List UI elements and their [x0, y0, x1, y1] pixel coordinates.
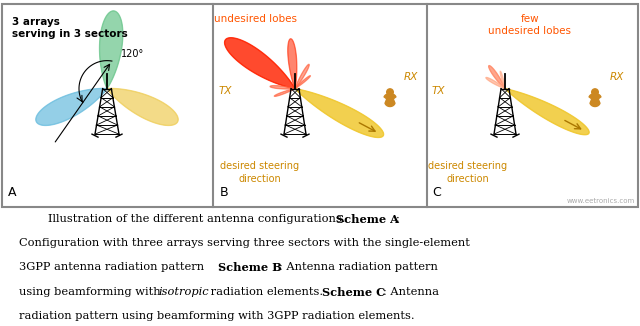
Bar	[2, 4, 213, 207]
Text: B: B	[220, 185, 228, 199]
Text: Configuration with three arrays serving three sectors with the single-element: Configuration with three arrays serving …	[19, 238, 470, 248]
Text: RX: RX	[610, 72, 625, 82]
Circle shape	[591, 88, 599, 96]
Text: TX: TX	[431, 86, 445, 96]
Polygon shape	[107, 88, 178, 126]
Text: Scheme B: Scheme B	[218, 262, 282, 273]
Bar	[213, 4, 427, 207]
Text: using beamforming with: using beamforming with	[19, 287, 164, 297]
Text: desired steering
direction: desired steering direction	[220, 161, 300, 184]
Polygon shape	[500, 71, 505, 89]
Text: Scheme C: Scheme C	[322, 287, 385, 298]
Text: :: :	[396, 214, 400, 224]
Text: radiation elements.: radiation elements.	[207, 287, 327, 297]
Polygon shape	[288, 39, 297, 89]
Polygon shape	[489, 66, 505, 89]
Text: 3GPP antenna radiation pattern    .: 3GPP antenna radiation pattern .	[19, 262, 226, 272]
Text: undesired lobes: undesired lobes	[214, 14, 296, 23]
Circle shape	[386, 88, 394, 96]
Text: 120°: 120°	[121, 49, 144, 59]
Polygon shape	[100, 11, 123, 89]
Polygon shape	[486, 78, 505, 89]
Text: Scheme A: Scheme A	[336, 214, 399, 225]
Polygon shape	[295, 64, 309, 89]
Text: www.eetronics.com: www.eetronics.com	[567, 198, 635, 204]
Polygon shape	[384, 94, 396, 104]
Text: Illustration of the different antenna configurations.: Illustration of the different antenna co…	[19, 214, 349, 224]
Text: A: A	[8, 185, 17, 199]
Text: few
undesired lobes: few undesired lobes	[488, 14, 572, 36]
Polygon shape	[589, 94, 601, 104]
Text: radiation pattern using beamforming with 3GPP radiation elements.: radiation pattern using beamforming with…	[19, 311, 415, 321]
Polygon shape	[225, 38, 295, 89]
Polygon shape	[385, 98, 395, 107]
Polygon shape	[295, 76, 310, 89]
Text: RX: RX	[404, 72, 419, 82]
Text: desired steering
direction: desired steering direction	[428, 161, 508, 184]
Text: : Antenna: : Antenna	[383, 287, 438, 297]
Text: : Antenna radiation pattern: : Antenna radiation pattern	[279, 262, 438, 272]
Polygon shape	[590, 98, 600, 107]
Bar	[427, 4, 638, 207]
Polygon shape	[270, 86, 295, 89]
Text: C: C	[432, 185, 441, 199]
Polygon shape	[275, 89, 295, 96]
Polygon shape	[36, 88, 107, 126]
Polygon shape	[295, 89, 383, 138]
Polygon shape	[505, 89, 589, 135]
Text: TX: TX	[218, 86, 232, 96]
Text: 3 arrays
serving in 3 sectors: 3 arrays serving in 3 sectors	[12, 17, 128, 39]
Text: isotropic: isotropic	[158, 287, 209, 297]
